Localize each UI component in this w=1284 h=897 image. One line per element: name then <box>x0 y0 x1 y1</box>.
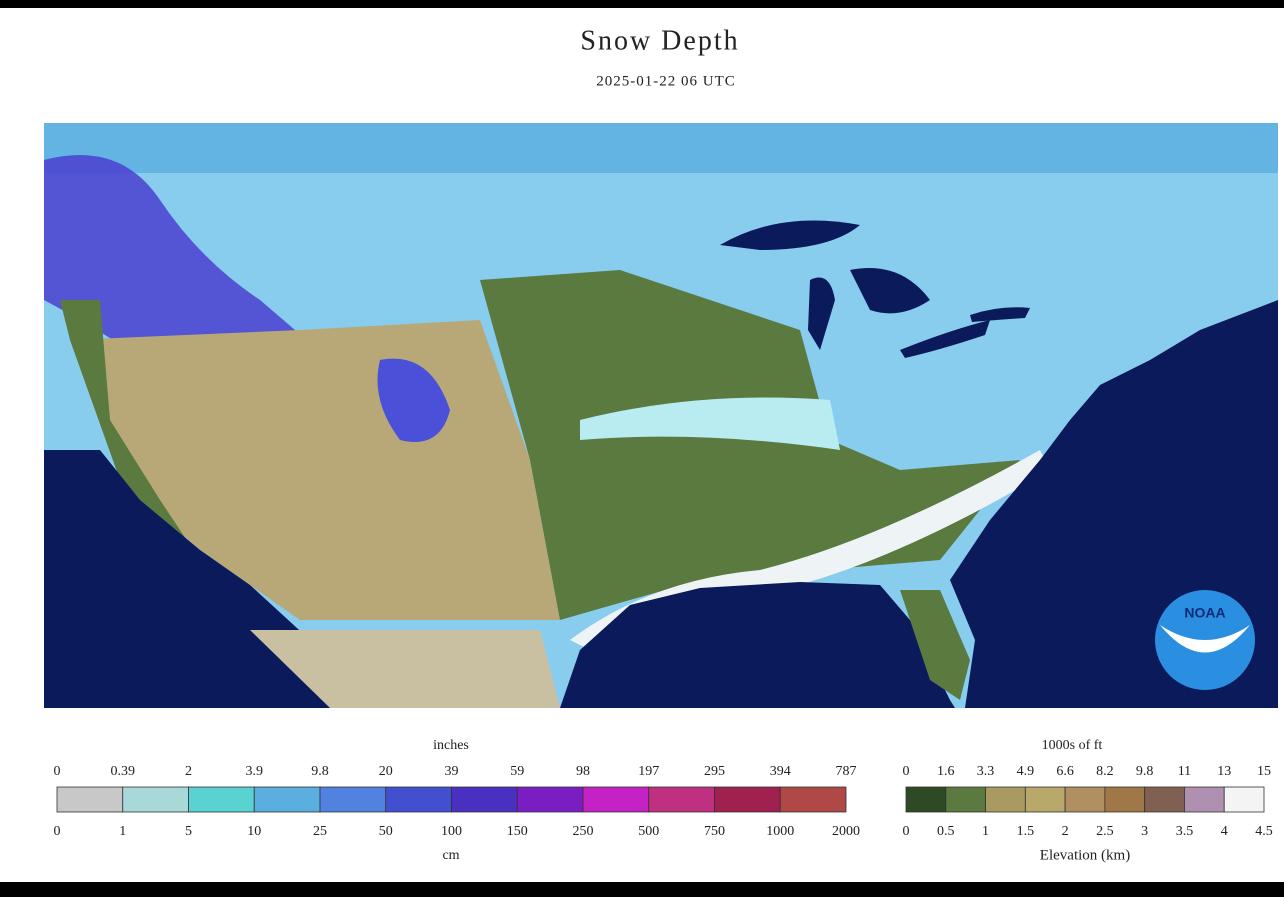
legend-swatch <box>451 786 518 813</box>
legend-swatch <box>945 786 986 813</box>
legend-label: 500 <box>638 824 659 839</box>
mexico <box>250 630 560 708</box>
legend-label: 2000 <box>832 824 860 839</box>
logo-text: NOAA <box>1184 605 1225 621</box>
legend-swatch <box>56 786 124 813</box>
legend-swatch <box>253 786 321 813</box>
legend-label: 20 <box>379 764 393 779</box>
legend-label: 98 <box>576 764 590 779</box>
legend-label: 1.6 <box>937 764 955 779</box>
legend-label: 4 <box>1221 824 1228 839</box>
legend-label: 0.39 <box>111 764 136 779</box>
snow-legend: inches cm 0 0.39 2 3.9 9.8 20 39 59 98 197 295 394 7… <box>54 738 861 863</box>
legend-label: 250 <box>573 824 594 839</box>
legend-swatch <box>319 786 387 813</box>
legend-label: 6.6 <box>1056 764 1074 779</box>
legend-label: 3.3 <box>977 764 995 779</box>
map: NOAA <box>44 123 1278 708</box>
noaa-logo: NOAA <box>1155 590 1255 690</box>
legend-label: 15 <box>1257 764 1271 779</box>
legend-label: 11 <box>1178 764 1191 779</box>
legend-swatch <box>516 786 584 813</box>
legend-label: 2 <box>1062 824 1069 839</box>
legend-label: 3.9 <box>246 764 264 779</box>
florida <box>900 590 970 700</box>
legend-label: 394 <box>770 764 791 779</box>
logo-gull <box>1160 625 1250 653</box>
legend-label: 0 <box>54 764 61 779</box>
lake-ontario <box>970 307 1030 322</box>
legend-label: 59 <box>510 764 524 779</box>
legend-label: 0.5 <box>937 824 955 839</box>
legend-label: 295 <box>704 764 725 779</box>
legend-label: 3 <box>1141 824 1148 839</box>
legend-label: 39 <box>445 764 459 779</box>
subtitle: 2025-01-22 06 UTC <box>596 73 736 89</box>
legend-label: 0 <box>903 764 910 779</box>
legend-label: 8.2 <box>1096 764 1114 779</box>
legend-label: 750 <box>704 824 725 839</box>
title: Snow Depth <box>580 25 739 56</box>
legend-swatch <box>1064 786 1106 813</box>
colorado-snow <box>377 358 450 442</box>
lake-erie <box>900 320 990 358</box>
legend-swatch <box>385 786 452 813</box>
coastal-terrain <box>60 300 250 600</box>
legend-label: 1000 <box>766 824 794 839</box>
legend-swatch <box>779 786 847 813</box>
legend-swatch <box>1024 786 1066 813</box>
canada-snow <box>44 123 1278 173</box>
legend-unit: cm <box>442 848 459 863</box>
legend-unit: 1000s of ft <box>1042 738 1103 753</box>
elevation-legend: 1000s of ft Elevation (km) 0 1.6 3.3 4.9 6.6… <box>903 738 1273 863</box>
legend-label: 1 <box>982 824 989 839</box>
legend-label: 9.8 <box>1136 764 1154 779</box>
midwest-snow-band <box>580 397 840 450</box>
legend-label: 0 <box>903 824 910 839</box>
legend-label: 100 <box>441 824 462 839</box>
legend-swatch <box>714 786 781 813</box>
legend-label: 10 <box>247 824 261 839</box>
legend-label: 9.8 <box>311 764 329 779</box>
legend-label: 1.5 <box>1017 824 1035 839</box>
legend-swatch <box>582 786 650 813</box>
legend-label: 25 <box>313 824 327 839</box>
legend-swatch <box>1104 786 1146 813</box>
legend-label: 3.5 <box>1176 824 1194 839</box>
legend-label: 50 <box>379 824 393 839</box>
legend-swatch <box>905 786 947 813</box>
legend-swatch <box>122 786 189 813</box>
legend-label: 0 <box>54 824 61 839</box>
legend-unit: inches <box>433 738 469 753</box>
lake-superior <box>720 220 860 250</box>
legend-swatch <box>1184 786 1225 813</box>
legend-label: 4.5 <box>1255 824 1273 839</box>
legend-label: 150 <box>507 824 528 839</box>
legend-swatch <box>1223 786 1265 813</box>
legend-label: 4.9 <box>1017 764 1035 779</box>
legend-swatch <box>985 786 1026 813</box>
lake-michigan <box>808 277 835 350</box>
legend-label: 787 <box>836 764 857 779</box>
legend-swatch <box>648 786 715 813</box>
legend-label: 2.5 <box>1096 824 1114 839</box>
legend-unit: Elevation (km) <box>1040 847 1130 863</box>
legend-swatch <box>1144 786 1185 813</box>
legend-swatch <box>188 786 255 813</box>
lake-huron <box>850 268 930 314</box>
legend-label: 5 <box>185 824 192 839</box>
pacific-ocean <box>44 450 330 708</box>
legend-label: 2 <box>185 764 192 779</box>
legend-label: 1 <box>119 824 126 839</box>
legend-label: 13 <box>1217 764 1231 779</box>
gulf-of-mexico <box>560 582 955 708</box>
legend-label: 197 <box>638 764 659 779</box>
